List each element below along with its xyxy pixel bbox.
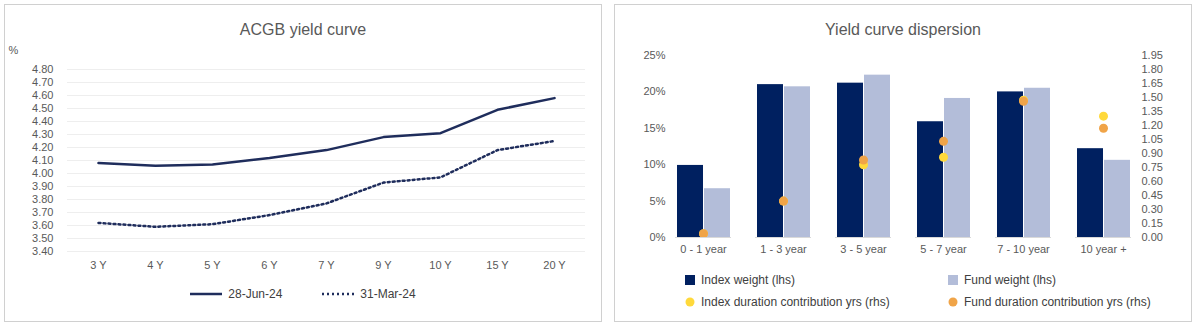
html-text:31-Mar-24: 31-Mar-24 <box>360 287 416 301</box>
svg-text:4.00: 4.00 <box>32 167 53 179</box>
html-text:Yield curve dispersion: Yield curve dispersion <box>825 21 981 38</box>
svg-text:0.90: 0.90 <box>1142 147 1163 159</box>
html-text:Index duration contribution yr: Index duration contribution yrs (rhs) <box>701 295 890 309</box>
svg-text:10 year +: 10 year + <box>1080 243 1126 255</box>
svg-text:0 - 1 year: 0 - 1 year <box>680 243 727 255</box>
svg-text:0.15: 0.15 <box>1142 217 1163 229</box>
html-text:Index weight (lhs): Index weight (lhs) <box>701 273 795 287</box>
svg-text:10%: 10% <box>643 158 665 170</box>
svg-text:4.60: 4.60 <box>32 89 53 101</box>
svg-text:1.80: 1.80 <box>1142 63 1163 75</box>
svg-text:4.30: 4.30 <box>32 128 53 140</box>
svg-text:1 - 3 year: 1 - 3 year <box>760 243 807 255</box>
svg-text:4.40: 4.40 <box>32 115 53 127</box>
svg-text:0.00: 0.00 <box>1142 231 1163 243</box>
svg-text:4.10: 4.10 <box>32 154 53 166</box>
svg-text:3 - 5 year: 3 - 5 year <box>840 243 887 255</box>
svg-text:3.40: 3.40 <box>32 245 53 257</box>
svg-text:3.70: 3.70 <box>32 206 53 218</box>
svg-text:3 Y: 3 Y <box>90 259 107 271</box>
svg-text:1.65: 1.65 <box>1142 77 1163 89</box>
svg-text:1.95: 1.95 <box>1142 49 1163 61</box>
html-text:Fund weight (lhs): Fund weight (lhs) <box>964 273 1056 287</box>
svg-text:4.70: 4.70 <box>32 76 53 88</box>
svg-text:3.80: 3.80 <box>32 193 53 205</box>
svg-text:5%: 5% <box>650 195 666 207</box>
svg-text:3.50: 3.50 <box>32 232 53 244</box>
svg-text:20 Y: 20 Y <box>543 259 566 271</box>
svg-text:7 Y: 7 Y <box>318 259 335 271</box>
svg-text:0.30: 0.30 <box>1142 203 1163 215</box>
svg-text:7 - 10 year: 7 - 10 year <box>997 243 1050 255</box>
svg-text:20%: 20% <box>643 85 665 97</box>
svg-text:4.50: 4.50 <box>32 102 53 114</box>
svg-text:9 Y: 9 Y <box>375 259 392 271</box>
html-text:28-Jun-24: 28-Jun-24 <box>228 287 283 301</box>
svg-text:1.50: 1.50 <box>1142 91 1163 103</box>
svg-text:0.45: 0.45 <box>1142 189 1163 201</box>
svg-text:25%: 25% <box>643 49 665 61</box>
html-text:ACGB yield curve: ACGB yield curve <box>239 21 367 38</box>
svg-text:1.20: 1.20 <box>1142 119 1163 131</box>
svg-text:3.60: 3.60 <box>32 219 53 231</box>
svg-text:10 Y: 10 Y <box>429 259 452 271</box>
svg-text:1.35: 1.35 <box>1142 105 1163 117</box>
svg-text:0.75: 0.75 <box>1142 161 1163 173</box>
svg-text:15 Y: 15 Y <box>486 259 509 271</box>
svg-text:%: % <box>9 44 19 56</box>
svg-text:4 Y: 4 Y <box>147 259 164 271</box>
svg-text:4.20: 4.20 <box>32 141 53 153</box>
html-text:Fund duration contribution yrs: Fund duration contribution yrs (rhs) <box>964 295 1151 309</box>
svg-text:15%: 15% <box>643 122 665 134</box>
svg-text:6 Y: 6 Y <box>261 259 278 271</box>
svg-text:5 - 7 year: 5 - 7 year <box>920 243 967 255</box>
svg-text:5 Y: 5 Y <box>204 259 221 271</box>
svg-text:1.05: 1.05 <box>1142 133 1163 145</box>
svg-text:0.60: 0.60 <box>1142 175 1163 187</box>
svg-text:0%: 0% <box>650 231 666 243</box>
svg-text:3.90: 3.90 <box>32 180 53 192</box>
svg-text:4.80: 4.80 <box>32 63 53 75</box>
